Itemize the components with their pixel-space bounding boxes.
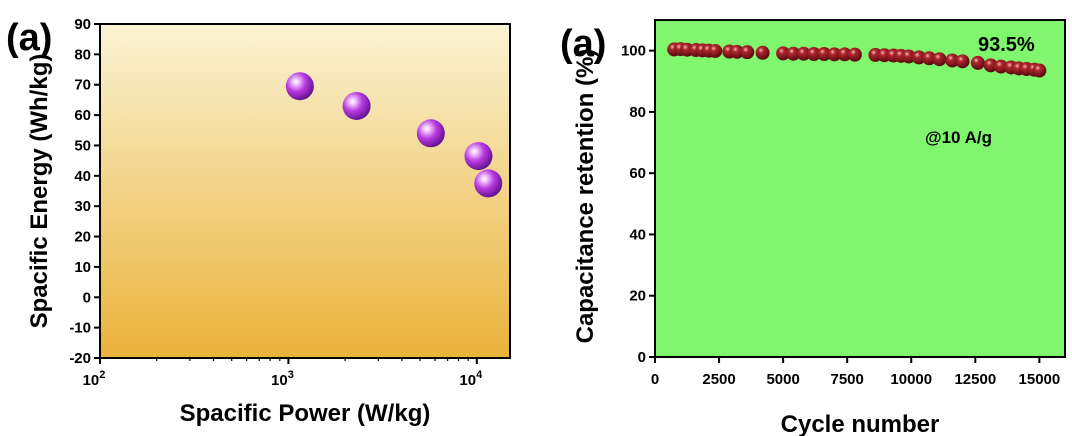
x-axis-title: Spacific Power (W/kg)	[180, 400, 431, 427]
data-point	[417, 119, 445, 147]
x-tick-label: 10000	[890, 371, 932, 388]
y-tick-label: 0	[83, 289, 91, 306]
y-tick-label: 80	[74, 46, 91, 63]
y-tick-label: 60	[74, 107, 91, 124]
y-tick-label: -10	[69, 320, 91, 337]
y-tick-label: 90	[74, 16, 91, 33]
y-tick-label: 40	[629, 226, 646, 243]
data-point	[756, 46, 770, 60]
y-tick-label: 10	[74, 259, 91, 276]
data-point	[971, 56, 985, 70]
x-tick-label: 102	[83, 369, 106, 389]
x-tick-label: 104	[459, 369, 483, 389]
y-tick-label: -20	[69, 350, 91, 367]
data-point	[848, 48, 862, 62]
x-tick-label: 7500	[831, 371, 864, 388]
retention-annotation: 93.5%	[978, 34, 1035, 56]
panel-label: (a)	[6, 17, 52, 59]
y-tick-label: 30	[74, 198, 91, 215]
data-point	[286, 72, 314, 100]
data-point	[343, 92, 371, 120]
y-axis-title: Spacific Energy (Wh/kg)	[26, 54, 53, 329]
y-tick-label: 70	[74, 77, 91, 94]
data-point	[932, 52, 946, 66]
y-tick-label: 20	[74, 229, 91, 246]
current-density-annotation: @10 A/g	[925, 128, 992, 147]
data-point	[708, 44, 722, 58]
y-tick-label: 60	[629, 165, 646, 182]
y-tick-label: 0	[638, 349, 646, 366]
energy-power-panel: -20 -10 0 10 20 30 40 50 60 70 80 90 102 103 104 (a) S…	[6, 16, 510, 427]
data-point	[1032, 64, 1046, 78]
y-tick-label: 40	[74, 168, 91, 185]
retention-panel: 0 20 40 60 80 100 0 2500 5000 7500 10000 12500 15000…	[560, 20, 1065, 436]
y-tick-label: 80	[629, 104, 646, 121]
y-tick-label: 100	[621, 43, 646, 60]
x-tick-label: 15000	[1019, 371, 1061, 388]
x-tick-label: 103	[271, 369, 294, 389]
x-tick-label: 2500	[702, 371, 735, 388]
data-point	[474, 169, 502, 197]
x-tick-label: 0	[651, 371, 659, 388]
x-tick-label: 12500	[954, 371, 996, 388]
x-tick-label: 5000	[766, 371, 799, 388]
y-tick-label: 50	[74, 137, 91, 154]
data-point	[740, 45, 754, 59]
x-axis-title: Cycle number	[781, 411, 940, 436]
y-axis-title: Capacitance retention (%)	[572, 49, 599, 344]
y-tick-label: 20	[629, 288, 646, 305]
data-point	[464, 142, 492, 170]
data-point	[956, 54, 970, 68]
